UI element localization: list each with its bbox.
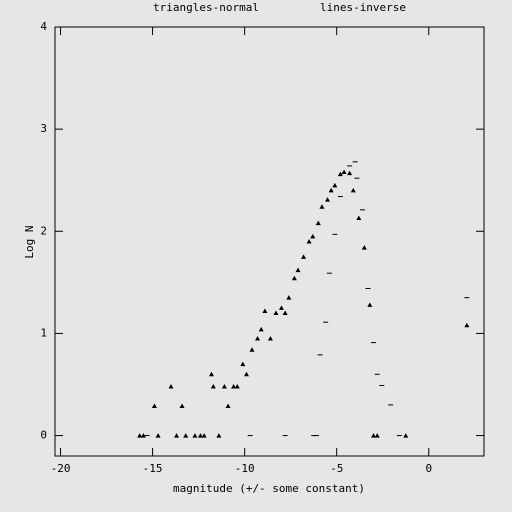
triangle-point bbox=[464, 322, 470, 328]
triangle-point bbox=[151, 403, 157, 408]
triangle-point bbox=[319, 204, 325, 209]
y-tick-label: 2 bbox=[40, 224, 47, 237]
triangle-point bbox=[258, 326, 264, 332]
triangle-point bbox=[403, 433, 409, 438]
triangle-point bbox=[371, 433, 377, 438]
triangle-point bbox=[240, 361, 246, 367]
triangle-point bbox=[137, 433, 143, 438]
x-tick-label: -15 bbox=[143, 462, 163, 475]
y-tick-label: 3 bbox=[40, 122, 47, 135]
triangle-point bbox=[291, 275, 297, 281]
triangle-point bbox=[295, 267, 301, 273]
y-tick-label: 0 bbox=[40, 429, 47, 442]
triangle-point bbox=[201, 433, 207, 438]
triangle-point bbox=[197, 433, 203, 438]
triangle-point bbox=[332, 182, 338, 188]
triangle-point bbox=[174, 433, 180, 438]
y-tick-label: 1 bbox=[40, 326, 47, 339]
triangle-point bbox=[273, 310, 279, 315]
triangle-point bbox=[301, 254, 307, 259]
triangle-point bbox=[231, 384, 237, 389]
triangle-point bbox=[306, 239, 312, 244]
y-tick-label: 4 bbox=[40, 20, 47, 33]
x-tick-label: -5 bbox=[330, 462, 343, 475]
triangle-point bbox=[347, 170, 353, 176]
triangle-point bbox=[168, 384, 174, 389]
x-axis-label: magnitude (+/- some constant) bbox=[173, 482, 365, 495]
triangle-point bbox=[140, 433, 146, 438]
triangle-point bbox=[209, 371, 215, 377]
triangle-point bbox=[234, 384, 240, 389]
triangle-point bbox=[243, 371, 249, 377]
title-right: lines-inverse bbox=[320, 1, 406, 14]
triangle-point bbox=[361, 245, 367, 250]
triangle-point bbox=[255, 336, 261, 341]
triangle-point bbox=[350, 187, 356, 193]
triangle-point bbox=[216, 433, 222, 438]
triangle-point bbox=[315, 220, 321, 226]
triangle-point bbox=[337, 171, 343, 177]
x-tick-label: -10 bbox=[235, 462, 255, 475]
triangle-point bbox=[356, 215, 362, 221]
triangle-point bbox=[286, 295, 292, 300]
triangle-point bbox=[374, 433, 380, 438]
triangle-point bbox=[267, 336, 273, 341]
triangle-point bbox=[324, 197, 330, 202]
plot-frame bbox=[54, 26, 485, 457]
triangle-point bbox=[341, 169, 347, 175]
triangle-point bbox=[155, 433, 161, 438]
y-axis-label: Log N bbox=[23, 225, 36, 258]
triangle-point bbox=[367, 302, 373, 307]
triangle-point bbox=[282, 310, 288, 315]
x-tick-label: -20 bbox=[51, 462, 71, 475]
triangle-point bbox=[225, 403, 231, 408]
triangle-point bbox=[310, 233, 316, 239]
triangle-point bbox=[179, 403, 185, 408]
triangle-point bbox=[221, 384, 227, 389]
triangle-point bbox=[278, 305, 284, 310]
triangle-point bbox=[328, 187, 334, 193]
triangle-point bbox=[210, 384, 216, 389]
x-tick-label: 0 bbox=[425, 462, 432, 475]
triangle-point bbox=[183, 433, 189, 438]
title-left: triangles-normal bbox=[153, 1, 259, 14]
triangle-point bbox=[262, 308, 268, 313]
triangle-point bbox=[192, 433, 198, 438]
triangle-point bbox=[249, 347, 255, 352]
